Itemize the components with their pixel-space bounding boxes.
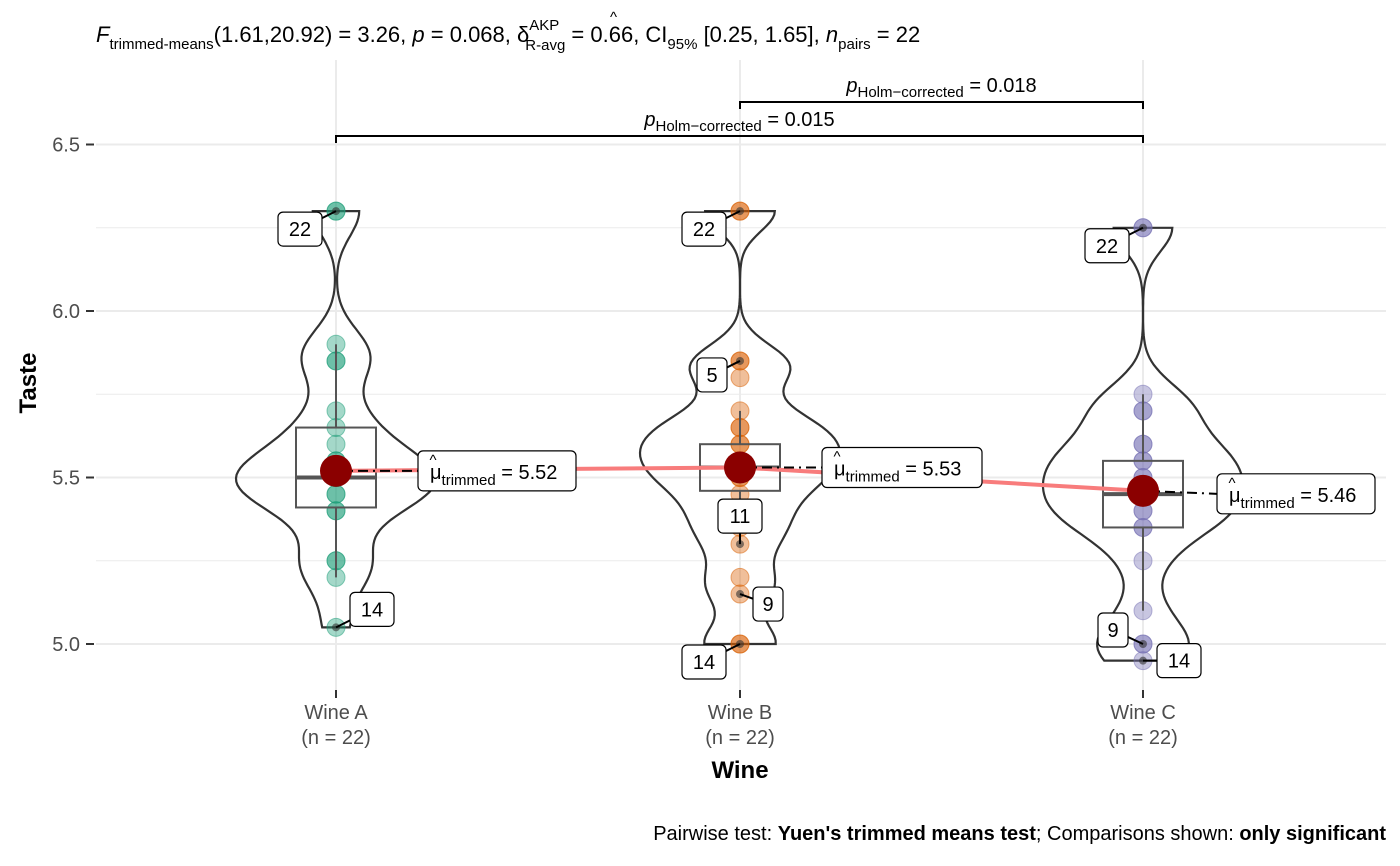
subtitle-df: (1.61,20.92) = 3.26, — [214, 22, 413, 47]
caption-middle: ; Comparisons shown: — [1036, 823, 1239, 845]
comparison-p-sub: Holm−corrected — [857, 84, 963, 101]
outlier-label: 22 — [289, 219, 311, 241]
comparison-p-symbol: p — [845, 75, 857, 97]
caption-test: Yuen's trimmed means test — [778, 823, 1037, 845]
data-point — [731, 568, 749, 586]
outlier-label: 14 — [361, 599, 383, 621]
comparison-p-sub: Holm−corrected — [655, 118, 761, 135]
axes: 5.0 5.5 6.0 6.5 Wine A (n = 22) Wine B (n = 22)… — [52, 135, 1178, 750]
outlier-label: 14 — [693, 652, 715, 674]
outlier-label: 22 — [693, 219, 715, 241]
outlier-label: 5 — [706, 365, 717, 387]
mean-hat: ^ — [429, 452, 436, 469]
mean-hat: ^ — [833, 449, 840, 466]
comparison-p-value: = 0.015 — [762, 109, 835, 131]
x-axis-title: Wine — [711, 757, 768, 784]
caption-shown: only significant — [1239, 823, 1386, 845]
y-tick-label: 5.0 — [52, 634, 80, 656]
x-tick-label: Wine C — [1110, 702, 1176, 724]
mean-hat: ^ — [1228, 475, 1235, 492]
mean-sub: trimmed — [846, 469, 900, 486]
subtitle-ci: [0.25, 1.65], — [697, 22, 825, 47]
mean-sub: trimmed — [442, 472, 496, 489]
outlier-label: 11 — [730, 506, 751, 528]
subtitle-effect-sup: AKP — [529, 17, 559, 34]
x-tick-count: (n = 22) — [1108, 727, 1177, 749]
mean-value: = 5.46 — [1295, 485, 1357, 507]
outlier-label: 9 — [1107, 620, 1118, 642]
outlier-label: 22 — [1096, 236, 1118, 258]
comparison-p-symbol: p — [643, 109, 655, 131]
trimmed-mean-point — [320, 455, 352, 487]
data-point — [731, 369, 749, 387]
comparison-label: pHolm−corrected = 0.018 — [845, 75, 1036, 101]
mean-value: = 5.52 — [496, 462, 558, 484]
trimmed-mean-point — [724, 452, 756, 484]
comparison-p-value: = 0.018 — [964, 75, 1037, 97]
mean-value: = 5.53 — [900, 459, 962, 481]
x-tick-count: (n = 22) — [301, 727, 370, 749]
subtitle-n-sub: pairs — [838, 36, 871, 53]
subtitle-stat-sub: trimmed-means — [109, 36, 213, 53]
chart-subtitle: Ftrimmed-means(1.61,20.92) = 3.26, p = 0… — [96, 17, 920, 54]
comparison-bracket — [740, 102, 1143, 109]
subtitle-p: = 0.068, — [425, 22, 517, 47]
outlier-label: 14 — [1168, 651, 1190, 673]
subtitle-n-symbol: n — [826, 22, 838, 47]
subtitle-ci-sub: 95% — [667, 36, 697, 53]
y-tick-label: 6.5 — [52, 135, 80, 157]
caption-prefix: Pairwise test: — [653, 823, 777, 845]
x-tick-label: Wine A — [304, 702, 368, 724]
trimmed-mean-point — [1127, 475, 1159, 507]
subtitle-p-symbol: p — [411, 22, 424, 47]
data-point — [327, 485, 345, 503]
x-tick-label: Wine B — [708, 702, 772, 724]
subtitle-n: = 22 — [871, 22, 921, 47]
y-tick-label: 5.5 — [52, 468, 80, 490]
data-point — [327, 435, 345, 453]
effect-hat: ^ — [610, 9, 617, 26]
y-tick-label: 6.0 — [52, 301, 80, 323]
outlier-label: 9 — [762, 594, 773, 616]
subtitle-effect-sub: R-avg — [525, 37, 565, 54]
y-axis-title: Taste — [15, 353, 42, 414]
trimmed-means: μtrimmed = 5.52^ μtrimmed = 5.53^μtrimmed… — [320, 448, 1375, 514]
mean-sub: trimmed — [1241, 495, 1295, 512]
chart-caption: Pairwise test: Yuen's trimmed means test… — [653, 823, 1386, 845]
x-tick-count: (n = 22) — [705, 727, 774, 749]
